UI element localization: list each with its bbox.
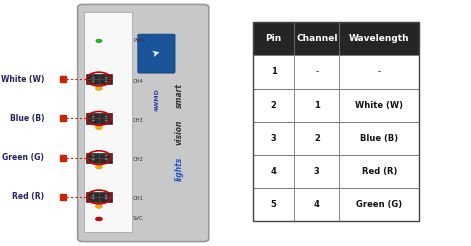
FancyBboxPatch shape [78,4,209,242]
Text: smart: smart [175,83,184,108]
FancyBboxPatch shape [86,113,112,123]
Text: +: + [90,193,95,198]
Bar [85,168,130,171]
Text: White (W): White (W) [355,101,403,110]
FancyBboxPatch shape [84,12,132,232]
Text: 5: 5 [271,200,276,209]
Text: CH1: CH1 [133,197,144,201]
Bar [85,14,130,35]
Text: 3: 3 [314,167,320,176]
Text: +: + [103,78,107,84]
Text: +: + [90,114,95,119]
Text: 2: 2 [271,101,276,110]
FancyBboxPatch shape [86,153,112,163]
Text: ➤: ➤ [151,47,162,59]
Text: 3: 3 [271,134,276,143]
Text: White (W): White (W) [0,75,44,84]
Circle shape [96,126,102,130]
Text: +: + [103,153,107,158]
Bar [85,207,130,211]
Text: +: + [103,193,107,198]
Circle shape [96,39,102,43]
Text: CH4: CH4 [133,78,144,84]
Text: +: + [103,75,107,80]
Text: +: + [90,78,95,84]
Text: +: + [103,157,107,162]
Text: 4: 4 [314,200,320,209]
Text: PWR: PWR [133,38,145,43]
Text: Blue (B): Blue (B) [360,134,398,143]
Bar [85,107,130,113]
Bar [85,216,130,231]
Text: 4: 4 [271,167,276,176]
Text: Pin: Pin [266,34,282,43]
Text: +: + [103,197,107,201]
Text: Green (G): Green (G) [2,153,44,162]
Text: -: - [315,67,318,77]
Bar [253,188,419,221]
Text: Blue (B): Blue (B) [9,114,44,123]
Text: 2: 2 [314,134,320,143]
Bar [253,55,419,89]
Bar [85,217,130,223]
Text: Green (G): Green (G) [356,200,402,209]
Text: +: + [90,118,95,123]
FancyBboxPatch shape [138,34,175,73]
Bar [253,89,419,122]
Text: +: + [90,157,95,162]
Bar [253,22,419,55]
Circle shape [96,217,102,221]
Bar [85,185,130,192]
Text: 1: 1 [271,67,276,77]
Text: vision: vision [175,120,184,145]
Bar [85,146,130,152]
Bar [253,22,419,221]
Text: lights: lights [175,157,184,181]
FancyBboxPatch shape [86,74,112,84]
Circle shape [96,165,102,169]
Circle shape [96,86,102,90]
Text: +: + [90,197,95,201]
Text: CH3: CH3 [133,118,144,123]
Text: CH2: CH2 [133,157,144,162]
Bar [85,89,130,92]
Bar [85,67,130,74]
Text: Wavelength: Wavelength [349,34,410,43]
Bar [253,155,419,188]
Text: +: + [90,75,95,80]
Text: 1: 1 [314,101,320,110]
Text: -: - [378,67,381,77]
Text: +: + [103,114,107,119]
Bar [85,129,130,132]
FancyBboxPatch shape [86,192,112,202]
Text: SVC: SVC [133,216,144,221]
Bar [253,122,419,155]
Text: +: + [90,153,95,158]
Text: Channel: Channel [296,34,338,43]
Circle shape [96,204,102,208]
Text: 4WMD: 4WMD [155,89,160,111]
Text: +: + [103,118,107,123]
Text: Red (R): Red (R) [362,167,397,176]
Text: Red (R): Red (R) [12,193,44,201]
